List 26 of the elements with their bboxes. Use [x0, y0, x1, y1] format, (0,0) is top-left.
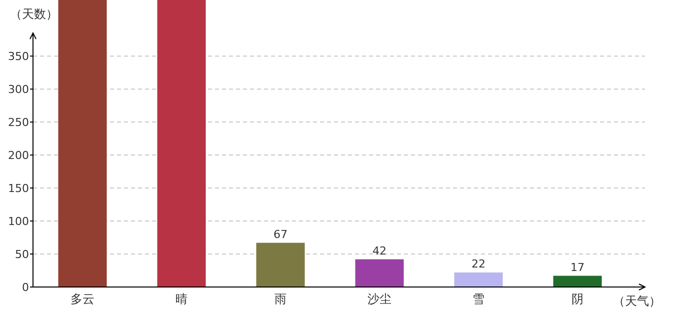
x-tick-label: 多云 [70, 292, 94, 306]
bar [157, 0, 206, 287]
bar [256, 242, 305, 287]
bar [355, 259, 404, 287]
bar [58, 0, 107, 287]
y-tick-label: 300 [8, 83, 29, 96]
x-axis-title: （天气） [613, 294, 661, 308]
data-label: 17 [570, 260, 584, 274]
x-tick-label: 沙尘 [368, 292, 392, 306]
y-tick-label: 350 [8, 50, 29, 64]
bar [553, 276, 602, 287]
y-tick-label: 200 [8, 149, 29, 162]
y-tick-label: 250 [8, 116, 29, 130]
x-tick-label: 雪 [472, 292, 484, 306]
y-tick-label: 150 [8, 182, 29, 196]
y-tick-label: 100 [8, 215, 29, 228]
x-tick-label: 阴 [572, 292, 584, 306]
data-label: 42 [372, 244, 386, 258]
bar [454, 272, 503, 287]
x-tick-label: 雨 [274, 292, 286, 306]
y-axis-title: （天数） [10, 7, 58, 21]
data-label: 22 [472, 257, 486, 270]
data-label: 67 [274, 228, 288, 241]
x-tick-label: 晴 [176, 292, 188, 306]
y-tick-label: 50 [15, 248, 29, 262]
y-tick-label: 0 [22, 281, 29, 294]
